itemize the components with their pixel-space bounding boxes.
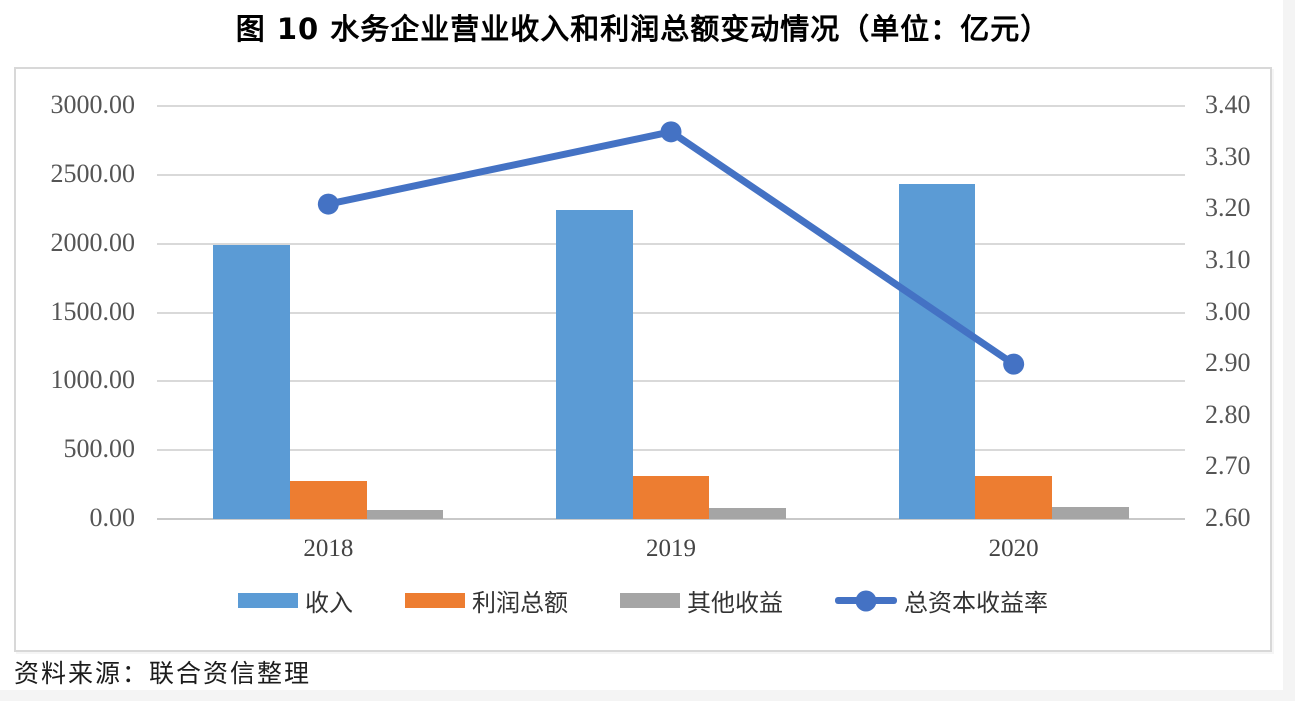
- line-path-capital-return: [324, 128, 1018, 368]
- bar-total-profit-2018: [289, 481, 367, 519]
- legend-label-total-profit: 利润总额: [472, 591, 568, 617]
- legend-label-revenue: 收入: [305, 591, 353, 617]
- bar-revenue-2018: [213, 245, 290, 519]
- legend-swatch-other-income: [620, 593, 680, 608]
- left-axis-tick-label: 3000.00: [50, 90, 136, 119]
- legend-marker-capital-return: [855, 590, 877, 611]
- right-axis-tick-label: 3.30: [1205, 141, 1251, 171]
- bar-revenue-2020: [898, 184, 976, 519]
- right-axis-tick-label: 3.00: [1205, 296, 1251, 326]
- right-axis-tick-label: 3.20: [1205, 193, 1251, 223]
- source-note: 资料来源：联合资信整理: [14, 661, 312, 688]
- bar-total-profit-2020: [975, 476, 1052, 519]
- gridline: [157, 518, 1185, 520]
- gridline: [157, 449, 1185, 452]
- legend-item-capital-return: 总资本收益率: [835, 583, 1048, 618]
- plot-area: [157, 105, 1185, 520]
- legend-item-other-income: 其他收益: [620, 583, 783, 618]
- bar-other-income-2019: [709, 508, 787, 519]
- gridline: [157, 105, 1185, 107]
- left-axis-tick-label: 1000.00: [50, 365, 136, 395]
- x-axis-label-2018: 2018: [303, 535, 354, 562]
- page-edge-bottom: [0, 690, 1295, 701]
- legend-label-capital-return: 总资本收益率: [904, 591, 1048, 617]
- left-axis-tick-label: 2000.00: [50, 227, 136, 257]
- legend-swatch-capital-return: [835, 590, 897, 611]
- bar-revenue-2019: [555, 209, 633, 519]
- bar-other-income-2018: [366, 509, 444, 519]
- legend-label-other-income: 其他收益: [687, 591, 783, 617]
- x-axis-label-2020: 2020: [988, 535, 1039, 562]
- right-axis-tick-label: 2.90: [1205, 348, 1251, 378]
- line-marker-capital-return-2019: [660, 121, 682, 143]
- right-axis-tick-label: 2.60: [1205, 503, 1251, 532]
- left-axis-tick-label: 2500.00: [50, 158, 136, 188]
- left-axis-tick-label: 500.00: [63, 434, 136, 464]
- right-axis-tick-label: 2.80: [1205, 399, 1251, 429]
- gridline: [157, 173, 1185, 176]
- chart-frame: 3000.00 2500.00 2000.00 1500.00 1000.00 500.0…: [14, 67, 1272, 652]
- bar-other-income-2020: [1052, 506, 1129, 519]
- bar-total-profit-2019: [632, 475, 710, 519]
- document-page: 图 10 水务企业营业收入和利润总额变动情况（单位：亿元） 3000.00 250…: [0, 0, 1283, 690]
- right-axis-tick-label: 3.40: [1205, 90, 1251, 119]
- gridline: [157, 311, 1185, 314]
- legend: 收入 利润总额 其他收益 总资本收益率: [16, 583, 1270, 618]
- line-marker-capital-return-2018: [317, 193, 339, 215]
- right-axis-tick-label: 2.70: [1205, 451, 1251, 481]
- x-axis-label-2019: 2019: [646, 535, 696, 562]
- chart-title: 图 10 水务企业营业收入和利润总额变动情况（单位：亿元）: [235, 12, 1051, 46]
- gridline: [157, 242, 1185, 245]
- right-axis-tick-label: 3.10: [1205, 244, 1251, 274]
- legend-item-revenue: 收入: [238, 583, 353, 618]
- legend-swatch-total-profit: [405, 593, 465, 608]
- gridline: [157, 380, 1185, 383]
- line-series-capital-return: [317, 121, 1025, 375]
- left-axis-tick-label: 1500.00: [50, 296, 136, 326]
- page-edge-right: [1283, 0, 1295, 701]
- line-marker-capital-return-2020: [1003, 353, 1025, 375]
- legend-item-total-profit: 利润总额: [405, 583, 568, 618]
- legend-swatch-revenue: [238, 593, 298, 608]
- left-axis-tick-label: 0.00: [89, 503, 136, 532]
